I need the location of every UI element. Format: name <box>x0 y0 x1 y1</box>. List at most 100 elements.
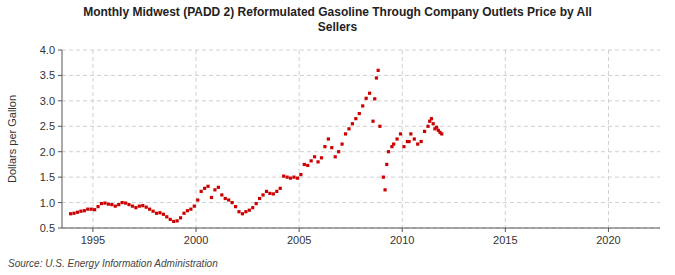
point <box>90 208 93 211</box>
point <box>354 117 357 120</box>
point <box>327 137 330 140</box>
point <box>127 203 130 206</box>
tick-label: 2020 <box>596 234 620 246</box>
point <box>383 188 386 191</box>
point <box>426 125 429 128</box>
annotation: Source: U.S. Energy Information Administ… <box>8 258 218 269</box>
point <box>76 211 79 214</box>
point <box>358 112 361 115</box>
y-axis-label: Dollars per Gallon <box>6 95 18 183</box>
point <box>231 201 234 204</box>
grid-line <box>62 126 660 127</box>
point <box>377 69 380 72</box>
point <box>248 209 251 212</box>
grid-line <box>299 50 300 228</box>
point <box>261 193 264 196</box>
point <box>292 176 295 179</box>
point <box>189 208 192 211</box>
tick-mark <box>58 50 62 51</box>
point <box>145 206 148 209</box>
point <box>430 117 433 120</box>
point <box>72 212 75 215</box>
grid-line <box>62 151 660 152</box>
point <box>265 190 268 193</box>
tick-label: 0.5 <box>40 222 55 234</box>
point <box>176 219 179 222</box>
point <box>165 215 168 218</box>
point <box>320 156 323 159</box>
tick-mark <box>92 228 93 232</box>
point <box>193 205 196 208</box>
point <box>409 132 412 135</box>
point <box>296 177 299 180</box>
grid-line <box>92 50 93 228</box>
point <box>86 208 89 211</box>
point <box>303 163 306 166</box>
point <box>316 160 319 163</box>
tick-mark <box>58 126 62 127</box>
point <box>299 173 302 176</box>
point <box>306 164 309 167</box>
point <box>224 197 227 200</box>
tick-label: 1.0 <box>40 197 55 209</box>
point <box>96 205 99 208</box>
point <box>382 176 385 179</box>
point <box>169 218 172 221</box>
point <box>244 210 247 213</box>
point <box>258 197 261 200</box>
point <box>344 132 347 135</box>
point <box>395 137 398 140</box>
point <box>435 126 438 129</box>
point <box>107 202 110 205</box>
grid-line <box>402 50 403 228</box>
point <box>213 188 216 191</box>
point <box>117 203 120 206</box>
tick-mark <box>58 151 62 152</box>
point <box>373 97 376 100</box>
tick-mark <box>196 228 197 232</box>
point <box>241 212 244 215</box>
point <box>337 150 340 153</box>
point <box>110 203 113 206</box>
point <box>217 186 220 189</box>
point <box>282 175 285 178</box>
point <box>378 125 381 128</box>
chart: 1995200020052010201520200.51.01.52.02.53… <box>0 0 675 275</box>
point <box>141 204 144 207</box>
point <box>203 187 206 190</box>
point <box>432 122 435 125</box>
point <box>368 92 371 95</box>
tick-mark <box>58 177 62 178</box>
point <box>392 142 395 145</box>
point <box>186 209 189 212</box>
point <box>310 159 313 162</box>
point <box>227 198 230 201</box>
grid-line <box>62 177 660 178</box>
point <box>124 201 127 204</box>
x-axis-line <box>62 228 660 229</box>
point <box>268 192 271 195</box>
point <box>114 205 117 208</box>
tick-label: 4.0 <box>40 44 55 56</box>
point <box>151 210 154 213</box>
tick-label: 2.0 <box>40 146 55 158</box>
tick-mark <box>58 202 62 203</box>
grid-line <box>62 202 660 203</box>
point <box>416 142 419 145</box>
point <box>134 206 137 209</box>
tick-label: 3.5 <box>40 69 55 81</box>
tick-mark <box>58 228 62 229</box>
point <box>402 145 405 148</box>
point <box>158 211 161 214</box>
point <box>413 137 416 140</box>
point <box>172 220 175 223</box>
point <box>279 187 282 190</box>
point <box>423 130 426 133</box>
grid-line <box>62 50 660 51</box>
point <box>162 213 165 216</box>
grid-line <box>62 100 660 101</box>
point <box>399 132 402 135</box>
point <box>375 76 378 79</box>
plot-area <box>62 50 660 228</box>
tick-label: 2000 <box>184 234 208 246</box>
